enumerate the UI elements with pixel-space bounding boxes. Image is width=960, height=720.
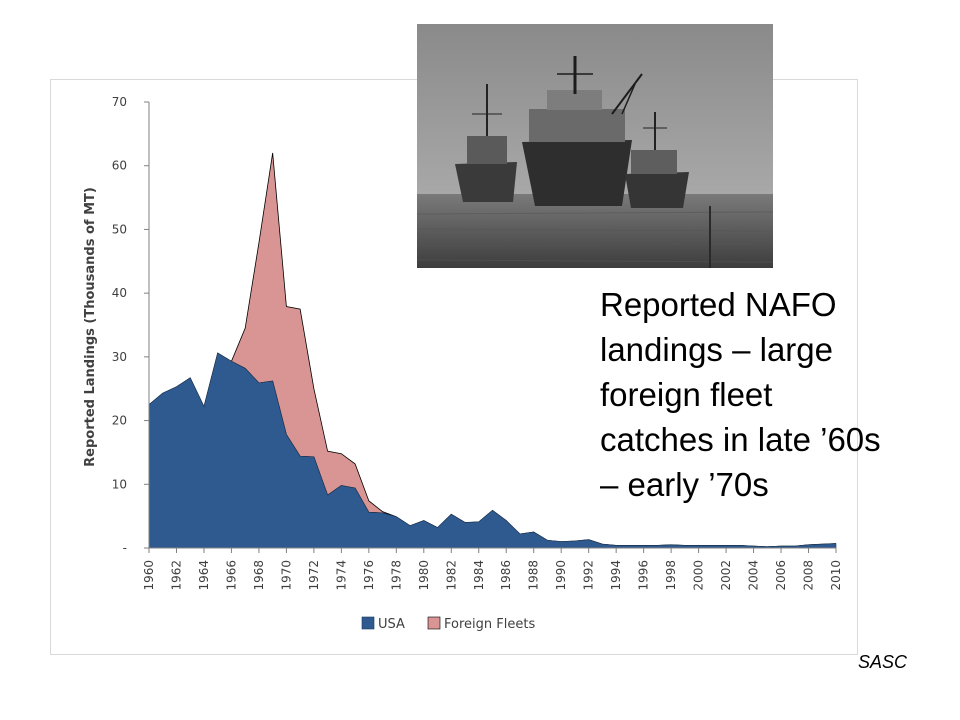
x-tick-label: 1998 [664,560,678,591]
y-tick-label: 40 [112,286,127,300]
x-tick-label: 1988 [527,560,541,591]
x-tick-label: 1986 [499,560,513,591]
y-tick-label: 30 [112,350,127,364]
y-tick-label: 70 [112,95,127,109]
landings-chart: - 10 20 30 40 50 60 70 1960 1962 1964 1966 1968 1970 1… [83,95,843,632]
y-tick-label: 50 [112,222,127,236]
x-tick-label: 2010 [829,560,843,591]
x-tick-label: 1964 [197,560,211,591]
caption-line: catches in late ’60s [600,421,881,458]
fishing-vessels-photo [416,24,774,268]
x-tick-label: 2006 [774,560,788,591]
caption-text: Reported NAFO landings – large foreign f… [600,282,940,507]
series-area-usa [148,352,837,549]
x-tick-label: 2000 [692,560,706,591]
x-tick-label: 1980 [417,560,431,591]
x-tick-label: 2008 [802,560,816,591]
legend-swatch-usa [361,616,375,630]
x-tick-label: 1996 [637,560,651,591]
x-tick-label: 1978 [389,560,403,591]
x-tick-label: 1970 [279,560,293,591]
legend-label-usa: USA [378,617,405,632]
x-tick-label: 2002 [719,560,733,591]
caption-line: landings – large [600,331,833,368]
x-tick-label: 1990 [554,560,568,591]
x-tick-label: 1974 [334,560,348,591]
y-tick-label: - [123,541,127,555]
x-tick-label: 1968 [252,560,266,591]
legend-label-foreign-fleets: Foreign Fleets [444,617,535,632]
source-credit: SASC [858,652,908,672]
y-tick-label: 10 [112,477,127,491]
x-tick-label: 1976 [362,560,376,591]
x-tick-label: 1982 [444,560,458,591]
x-tick-label: 1984 [472,560,486,591]
x-tick-label: 1994 [609,560,623,591]
x-tick-label: 1966 [224,560,238,591]
x-tick-label: 1960 [142,560,156,591]
caption-line: foreign fleet [600,376,773,413]
caption-line: Reported NAFO [600,286,837,323]
legend-swatch-foreign-fleets [427,616,441,630]
y-tick-label: 20 [112,414,127,428]
y-tick-label: 60 [112,159,127,173]
x-tick-label: 1992 [582,560,596,591]
x-tick-label: 1962 [169,560,183,591]
x-tick-label: 2004 [747,560,761,591]
x-tick-label: 1972 [307,560,321,591]
y-axis-title: Reported Landings (Thousands of MT) [83,187,98,467]
caption-line: – early ’70s [600,466,769,503]
